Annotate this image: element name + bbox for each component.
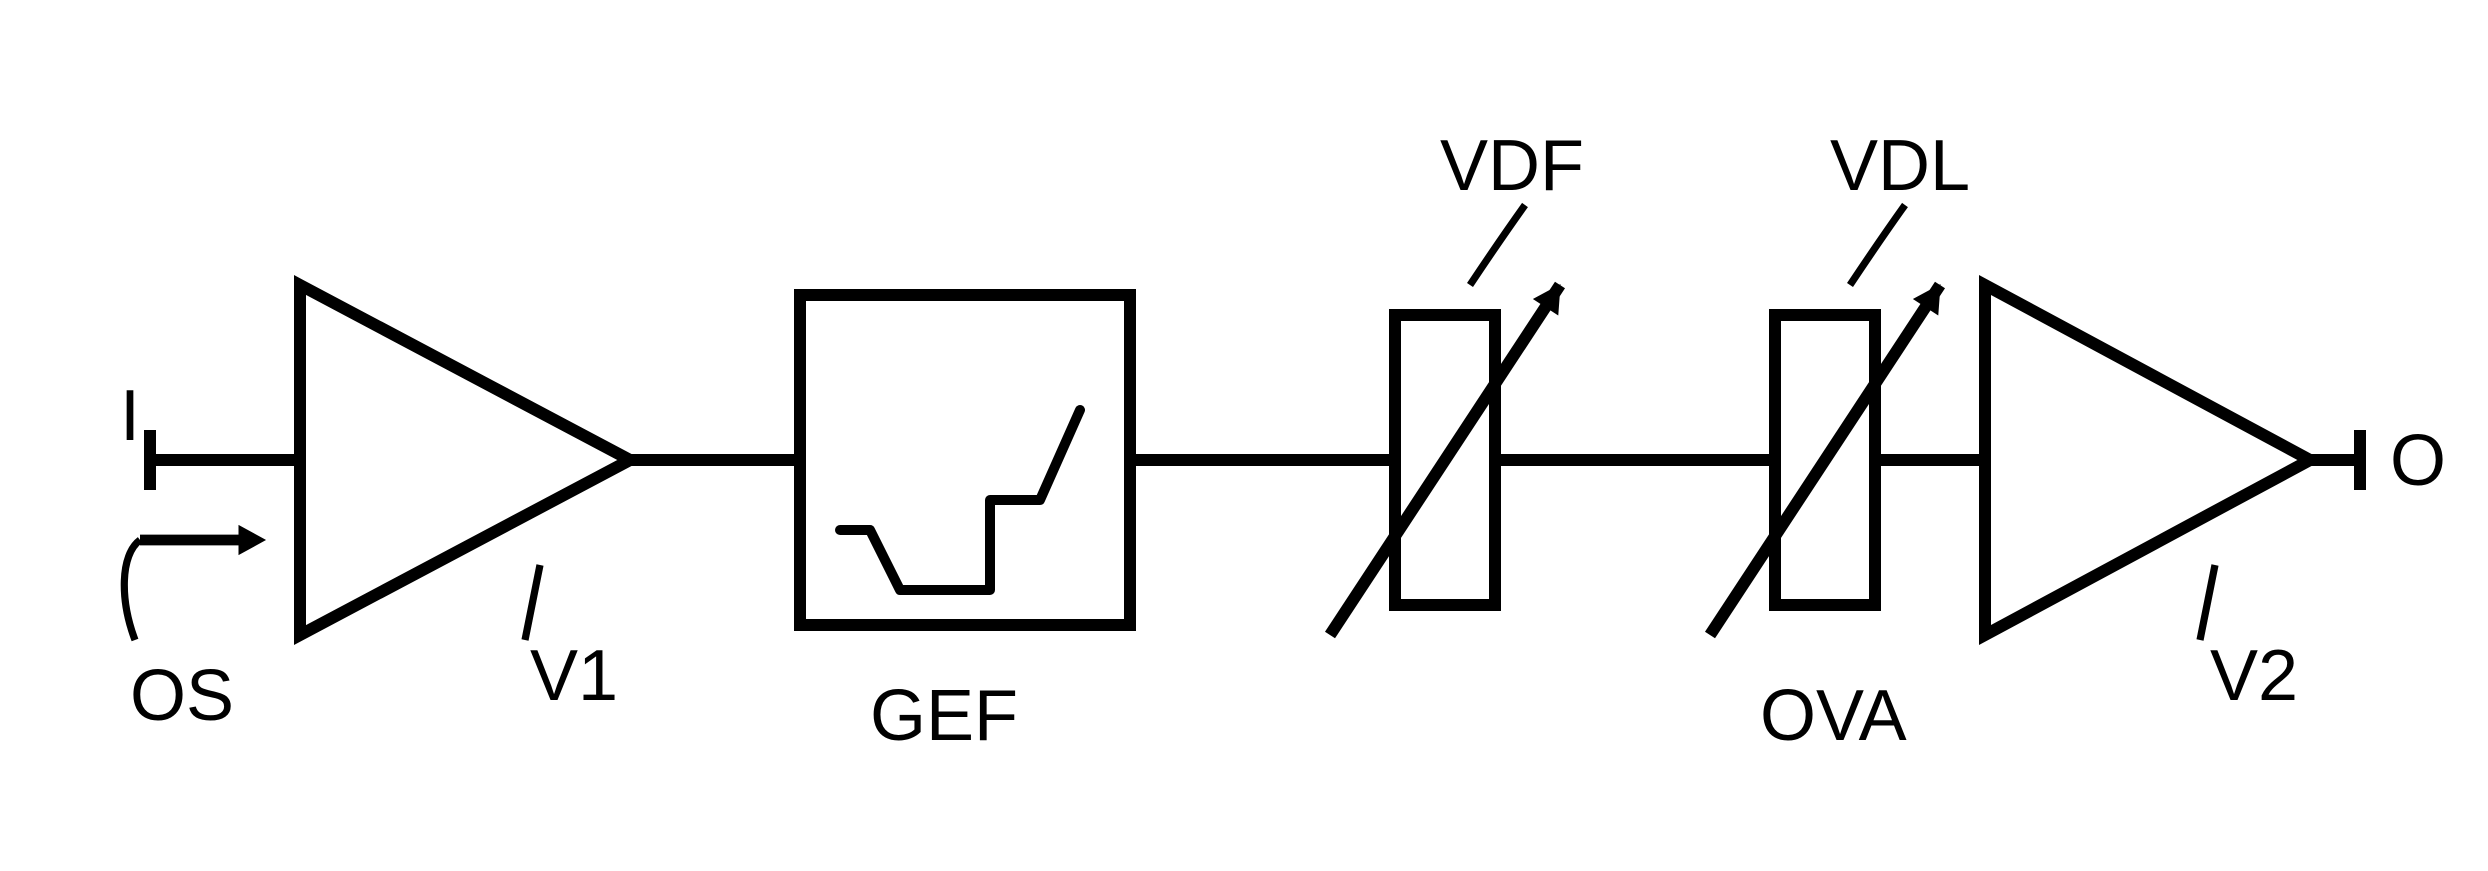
vdf-leader <box>1470 205 1525 285</box>
gef-curve-icon <box>840 410 1080 590</box>
amp-v2-leader <box>2200 565 2215 640</box>
vdf-label: VDF <box>1440 126 1584 206</box>
ova-label: OVA <box>1760 676 1907 756</box>
amp-v2 <box>1985 285 2310 635</box>
amp-v2-label: V2 <box>2210 636 2298 716</box>
vdl-label: VDL <box>1830 126 1970 206</box>
os-label: OS <box>130 656 234 736</box>
amp-v1-leader <box>525 565 540 640</box>
vdl-leader <box>1850 205 1905 285</box>
signal-arrow-head <box>239 526 265 555</box>
amp-v1-label: V1 <box>530 636 618 716</box>
output-label: O <box>2390 421 2446 501</box>
gef-label: GEF <box>870 676 1018 756</box>
diagram-canvas: I OS V1 V2 GEF VDF VDL OVA O <box>0 0 2488 866</box>
input-label: I <box>120 376 140 456</box>
os-leader <box>124 540 140 640</box>
amp-v1 <box>300 285 630 635</box>
gef-block <box>800 295 1130 625</box>
